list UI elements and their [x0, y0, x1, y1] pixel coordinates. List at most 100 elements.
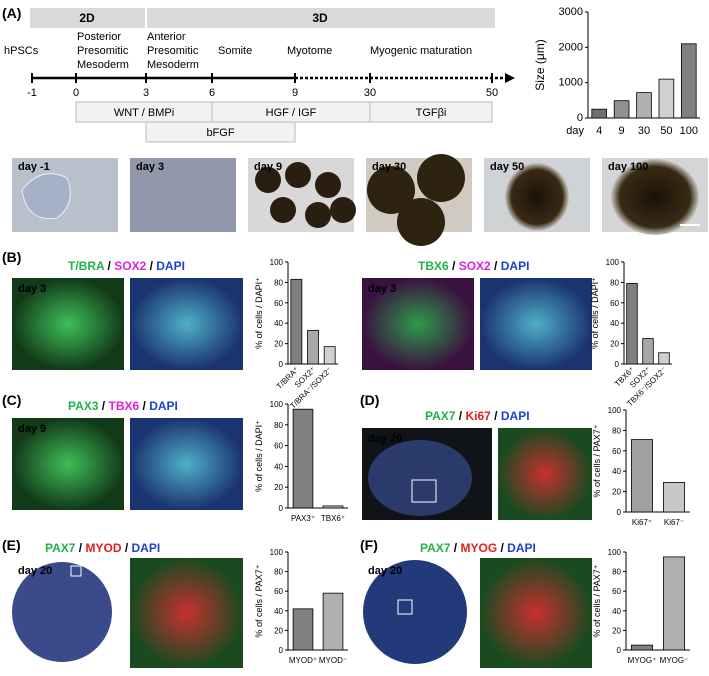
- y-tick-label: 0: [617, 646, 622, 655]
- x-tick-label: 50: [660, 125, 672, 137]
- panel-label: (F): [360, 537, 378, 553]
- arrow-head: [505, 73, 515, 83]
- y-tick-label: 100: [270, 400, 284, 409]
- y-tick-label: 40: [274, 462, 283, 471]
- bar: [658, 78, 675, 119]
- y-tick-label: 1000: [559, 77, 583, 89]
- stain-part: PAX7: [425, 409, 456, 423]
- colony: [21, 173, 71, 220]
- timeline-tick-label: 50: [486, 87, 498, 99]
- y-tick-label: 80: [274, 568, 283, 577]
- organoid: [285, 162, 311, 188]
- factor-box: [369, 101, 493, 123]
- image-label: day 9: [254, 161, 282, 173]
- bar: [290, 278, 303, 365]
- bar: [292, 608, 314, 651]
- organoid: [12, 562, 112, 662]
- organoid: [305, 202, 331, 228]
- bar: [663, 482, 685, 513]
- factor-label: bFGF: [206, 127, 234, 139]
- timeline-tick-label: 3: [143, 87, 149, 99]
- stain-part: /: [139, 399, 149, 413]
- organoid: [397, 198, 445, 246]
- organoid: [417, 154, 465, 202]
- panel-label: (A): [2, 5, 21, 21]
- image-label: day 20: [18, 565, 52, 577]
- bar: [663, 556, 685, 651]
- micrograph: [130, 418, 243, 510]
- micrograph: [480, 278, 592, 370]
- timeline-tick-label: 0: [73, 87, 79, 99]
- y-tick-label: 100: [608, 406, 622, 415]
- organoid: [505, 163, 569, 231]
- bar: [322, 505, 344, 509]
- y-axis-label: Size (μm): [533, 39, 547, 91]
- x-tick-label: 9: [619, 125, 625, 137]
- stain-part: /: [491, 409, 501, 423]
- x-prefix-label: day: [566, 125, 584, 137]
- bar: [322, 592, 344, 651]
- y-axis-label: % of cells / PAX7⁺: [592, 424, 602, 497]
- organoid: [367, 166, 415, 214]
- image-label: day 3: [368, 283, 396, 295]
- image-label: day 30: [372, 161, 406, 173]
- stain-part: /: [449, 259, 459, 273]
- y-tick-label: 60: [274, 442, 283, 451]
- zoom-box: [70, 565, 82, 577]
- image-label: day -1: [18, 161, 50, 173]
- x-tick-label: TBX6⁺: [321, 514, 345, 523]
- y-tick-label: 20: [274, 626, 283, 635]
- stain-part: MYOG: [460, 541, 497, 555]
- y-tick-label: 20: [610, 340, 619, 349]
- bar: [591, 108, 607, 119]
- micrograph: [130, 278, 243, 370]
- stain-title: PAX7 / MYOG / DAPI: [420, 541, 536, 555]
- bar: [323, 346, 336, 365]
- y-tick-label: 40: [610, 319, 619, 328]
- micrograph: [480, 558, 592, 668]
- stain-part: TBX6: [108, 399, 139, 413]
- micrograph: [362, 278, 474, 370]
- bar: [631, 439, 653, 513]
- y-tick-label: 80: [274, 278, 283, 287]
- y-tick-label: 0: [615, 360, 620, 369]
- stage-label: Mesoderm: [77, 59, 129, 71]
- y-axis-label: % of cells / DAPI⁺: [254, 277, 264, 349]
- bar: [681, 43, 697, 119]
- stage-label: Myotome: [287, 45, 332, 57]
- phase-bar: [30, 8, 145, 28]
- y-tick-label: 80: [610, 278, 619, 287]
- stain-part: SOX2: [459, 259, 491, 273]
- y-tick-label: 40: [274, 607, 283, 616]
- image-label: day 20: [368, 565, 402, 577]
- bar: [636, 92, 652, 119]
- stain-part: /: [104, 259, 114, 273]
- x-tick-label: MYOG⁻: [660, 656, 689, 665]
- stain-part: /: [491, 259, 501, 273]
- y-tick-label: 80: [274, 421, 283, 430]
- x-tick-label: 100: [680, 125, 698, 137]
- y-tick-label: 80: [612, 568, 621, 577]
- y-tick-label: 60: [274, 299, 283, 308]
- y-tick-label: 0: [279, 360, 284, 369]
- organoid: [330, 197, 356, 223]
- x-tick-label: Ki67⁻: [664, 518, 684, 527]
- y-tick-label: 60: [610, 299, 619, 308]
- stage-label: Myogenic maturation: [370, 45, 472, 57]
- image-label: day 100: [608, 161, 648, 173]
- bar: [307, 329, 319, 365]
- y-axis-label: % of cells / PAX7⁺: [592, 564, 602, 637]
- organoid: [255, 167, 281, 193]
- factor-label: HGF / IGF: [266, 107, 317, 119]
- stage-label: Anterior: [147, 31, 186, 43]
- y-tick-label: 2000: [559, 41, 583, 53]
- y-tick-label: 40: [612, 607, 621, 616]
- panel-label: (E): [2, 537, 21, 553]
- y-tick-label: 0: [279, 504, 284, 513]
- stain-part: DAPI: [507, 541, 536, 555]
- stain-part: /: [75, 541, 85, 555]
- x-tick-label: PAX3⁺: [291, 514, 315, 523]
- bar: [642, 338, 654, 365]
- y-tick-label: 20: [274, 340, 283, 349]
